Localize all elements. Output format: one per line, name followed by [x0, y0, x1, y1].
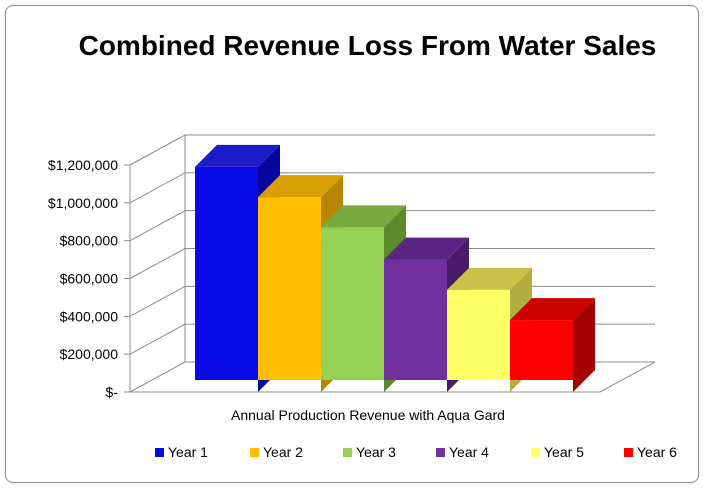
legend-label: Year 6	[637, 444, 677, 460]
legend-label: Year 4	[449, 444, 489, 460]
bar-front	[447, 289, 510, 380]
y-tick-label: $-	[106, 384, 119, 400]
chart-legend: Year 1 Year 2 Year 3 Year 4 Year 5 Year 6	[155, 444, 677, 460]
legend-swatch	[624, 448, 633, 457]
legend-label: Year 2	[263, 444, 303, 460]
y-tick-label: $1,200,000	[48, 157, 118, 173]
gridline	[129, 248, 655, 279]
legend-swatch	[250, 448, 259, 457]
chart-title: Combined Revenue Loss From Water Sales	[78, 30, 657, 61]
chart-bars	[195, 144, 595, 392]
legend-label: Year 5	[544, 444, 584, 460]
bar-front	[195, 166, 258, 380]
bar-top	[321, 205, 406, 228]
bar-front	[258, 197, 321, 380]
legend-label: Year 1	[168, 444, 208, 460]
y-tick-label: $400,000	[60, 308, 119, 324]
gridline	[129, 210, 655, 242]
bar-top	[447, 267, 532, 290]
y-tick-label: $600,000	[60, 271, 119, 287]
legend-item: Year 6	[624, 444, 677, 460]
bar-front	[321, 227, 384, 380]
gridline	[129, 172, 655, 204]
legend-label: Year 3	[356, 444, 396, 460]
legend-item: Year 1	[155, 444, 208, 460]
bar-top	[195, 144, 280, 167]
x-axis-label: Annual Production Revenue with Aqua Gard	[231, 407, 505, 423]
legend-item: Year 5	[531, 444, 584, 460]
bar-front	[384, 259, 447, 380]
bar-top	[384, 237, 469, 260]
floor-side-edge	[599, 361, 656, 393]
legend-swatch	[531, 448, 540, 457]
bar-side	[573, 298, 595, 392]
bar-top	[510, 298, 595, 321]
legend-swatch	[343, 448, 352, 457]
legend-swatch	[155, 448, 164, 457]
legend-swatch	[436, 448, 445, 457]
y-axis-tick-labels: $- $200,000 $400,000 $600,000 $800,000 $1,000…	[48, 157, 118, 400]
bar-front	[510, 320, 573, 380]
y-tick-label: $800,000	[60, 233, 119, 249]
y-tick-label: $200,000	[60, 346, 119, 362]
legend-item: Year 4	[436, 444, 489, 460]
y-tick-label: $1,000,000	[48, 195, 118, 211]
legend-item: Year 2	[250, 444, 303, 460]
legend-item: Year 3	[343, 444, 396, 460]
bar-year-6	[510, 298, 595, 392]
gridline	[129, 134, 655, 166]
bar-top	[258, 175, 343, 198]
